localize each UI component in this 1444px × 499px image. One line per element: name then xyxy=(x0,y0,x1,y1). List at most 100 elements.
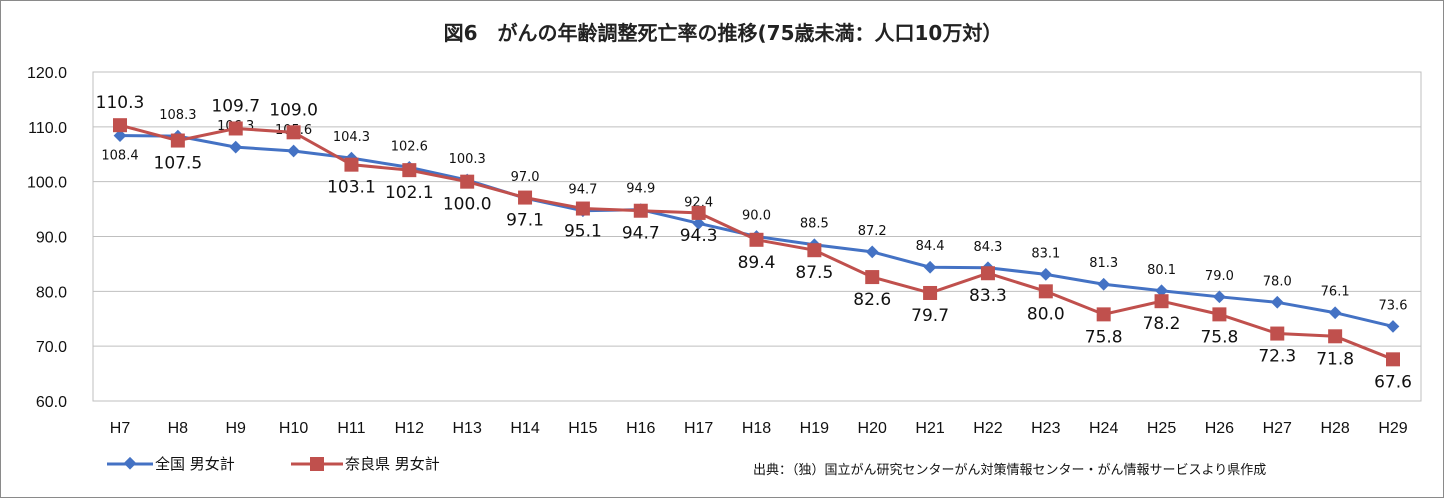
data-point xyxy=(1096,307,1111,322)
x-tick-label: H15 xyxy=(568,420,597,437)
data-label: 88.5 xyxy=(800,217,829,232)
data-label: 83.3 xyxy=(969,286,1007,306)
data-label: 78.2 xyxy=(1143,314,1181,334)
data-point xyxy=(923,260,937,274)
data-label: 75.8 xyxy=(1085,327,1123,347)
x-tick-label: H16 xyxy=(626,420,655,437)
data-label: 84.4 xyxy=(916,239,945,254)
x-tick-label: H19 xyxy=(800,420,829,437)
data-point xyxy=(1270,295,1284,309)
x-tick-label: H20 xyxy=(858,420,887,437)
data-point xyxy=(633,203,648,218)
x-tick-label: H17 xyxy=(684,420,713,437)
x-tick-label: H22 xyxy=(973,420,1002,437)
data-label: 92.4 xyxy=(684,195,713,210)
data-label: 108.3 xyxy=(159,108,196,123)
data-label: 90.0 xyxy=(742,209,771,224)
data-point xyxy=(1386,320,1400,333)
data-point xyxy=(170,133,185,148)
data-label: 89.4 xyxy=(738,253,776,273)
data-point xyxy=(518,190,533,205)
data-label: 67.6 xyxy=(1374,372,1412,392)
x-tick-label: H13 xyxy=(453,420,482,437)
legend-diamond-icon xyxy=(107,456,153,470)
legend-item-national: 全国 男女計 xyxy=(105,453,235,474)
data-point xyxy=(980,266,995,281)
x-tick-label: H14 xyxy=(510,420,539,437)
x-tick-label: H18 xyxy=(742,420,771,437)
data-point xyxy=(749,232,764,247)
data-point xyxy=(286,125,301,140)
y-tick-label: 90.0 xyxy=(36,230,67,247)
data-label: 97.1 xyxy=(506,211,544,231)
data-label: 84.3 xyxy=(973,240,1002,255)
data-point xyxy=(460,174,475,189)
data-label: 81.3 xyxy=(1089,256,1118,271)
data-label: 78.0 xyxy=(1263,274,1292,289)
data-point xyxy=(575,201,590,216)
data-label: 108.4 xyxy=(101,149,138,164)
legend-item-nara: 奈良県 男女計 xyxy=(289,453,440,474)
x-tick-label: H28 xyxy=(1320,420,1349,437)
data-label: 95.1 xyxy=(564,222,602,242)
y-tick-label: 100.0 xyxy=(27,175,67,192)
data-label: 104.3 xyxy=(333,130,370,145)
y-tick-label: 70.0 xyxy=(36,339,67,356)
data-point xyxy=(1213,290,1226,304)
data-point xyxy=(229,140,243,154)
x-tick-label: H9 xyxy=(226,420,247,437)
data-label: 109.7 xyxy=(211,96,260,116)
data-point xyxy=(865,245,879,259)
data-point xyxy=(1154,294,1169,309)
x-tick-label: H23 xyxy=(1031,420,1060,437)
data-point xyxy=(1039,267,1053,281)
x-tick-label: H8 xyxy=(168,420,189,437)
data-point xyxy=(228,121,243,136)
data-label: 94.3 xyxy=(680,226,718,246)
data-point xyxy=(1212,307,1227,322)
data-label: 79.0 xyxy=(1205,269,1234,284)
x-tick-label: H11 xyxy=(337,420,365,437)
data-label: 109.0 xyxy=(269,100,318,120)
data-label: 94.7 xyxy=(568,183,597,198)
data-label: 87.2 xyxy=(858,224,887,239)
data-point xyxy=(923,285,938,300)
data-label: 103.1 xyxy=(327,178,376,198)
data-label: 97.0 xyxy=(511,170,540,185)
data-point xyxy=(1270,326,1285,341)
x-tick-label: H21 xyxy=(915,420,944,437)
y-tick-label: 60.0 xyxy=(36,394,67,411)
data-label: 83.1 xyxy=(1031,246,1060,261)
data-label: 80.1 xyxy=(1147,263,1176,278)
data-point xyxy=(1386,352,1400,367)
data-point xyxy=(807,243,822,258)
data-label: 102.1 xyxy=(385,183,434,203)
data-point xyxy=(113,129,127,142)
x-tick-label: H12 xyxy=(395,420,424,437)
data-label: 72.3 xyxy=(1258,347,1296,367)
data-label: 102.6 xyxy=(391,139,428,154)
x-tick-label: H24 xyxy=(1089,420,1118,437)
data-point xyxy=(691,205,706,220)
legend-label: 全国 男女計 xyxy=(155,455,235,473)
data-point xyxy=(1328,329,1343,344)
data-label: 94.7 xyxy=(622,224,660,244)
data-point xyxy=(1038,284,1053,299)
x-tick-label: H25 xyxy=(1147,420,1176,437)
x-tick-label: H7 xyxy=(110,420,131,437)
data-label: 87.5 xyxy=(795,263,833,283)
legend-label: 奈良県 男女計 xyxy=(345,455,440,473)
legend-square-icon xyxy=(291,456,343,471)
data-point xyxy=(865,270,880,285)
data-point xyxy=(1328,306,1342,320)
data-label: 110.3 xyxy=(96,93,145,113)
data-label: 73.6 xyxy=(1379,298,1408,313)
x-tick-label: H27 xyxy=(1263,420,1292,437)
x-tick-label: H29 xyxy=(1378,420,1407,437)
source-note: 出典：（独）国立がん研究センターがん対策情報センター・がん情報サービスより県作成 xyxy=(753,463,1267,478)
x-tick-label: H10 xyxy=(279,420,308,437)
x-tick-label: H26 xyxy=(1205,420,1234,437)
data-label: 107.5 xyxy=(154,154,203,174)
data-label: 75.8 xyxy=(1200,327,1238,347)
